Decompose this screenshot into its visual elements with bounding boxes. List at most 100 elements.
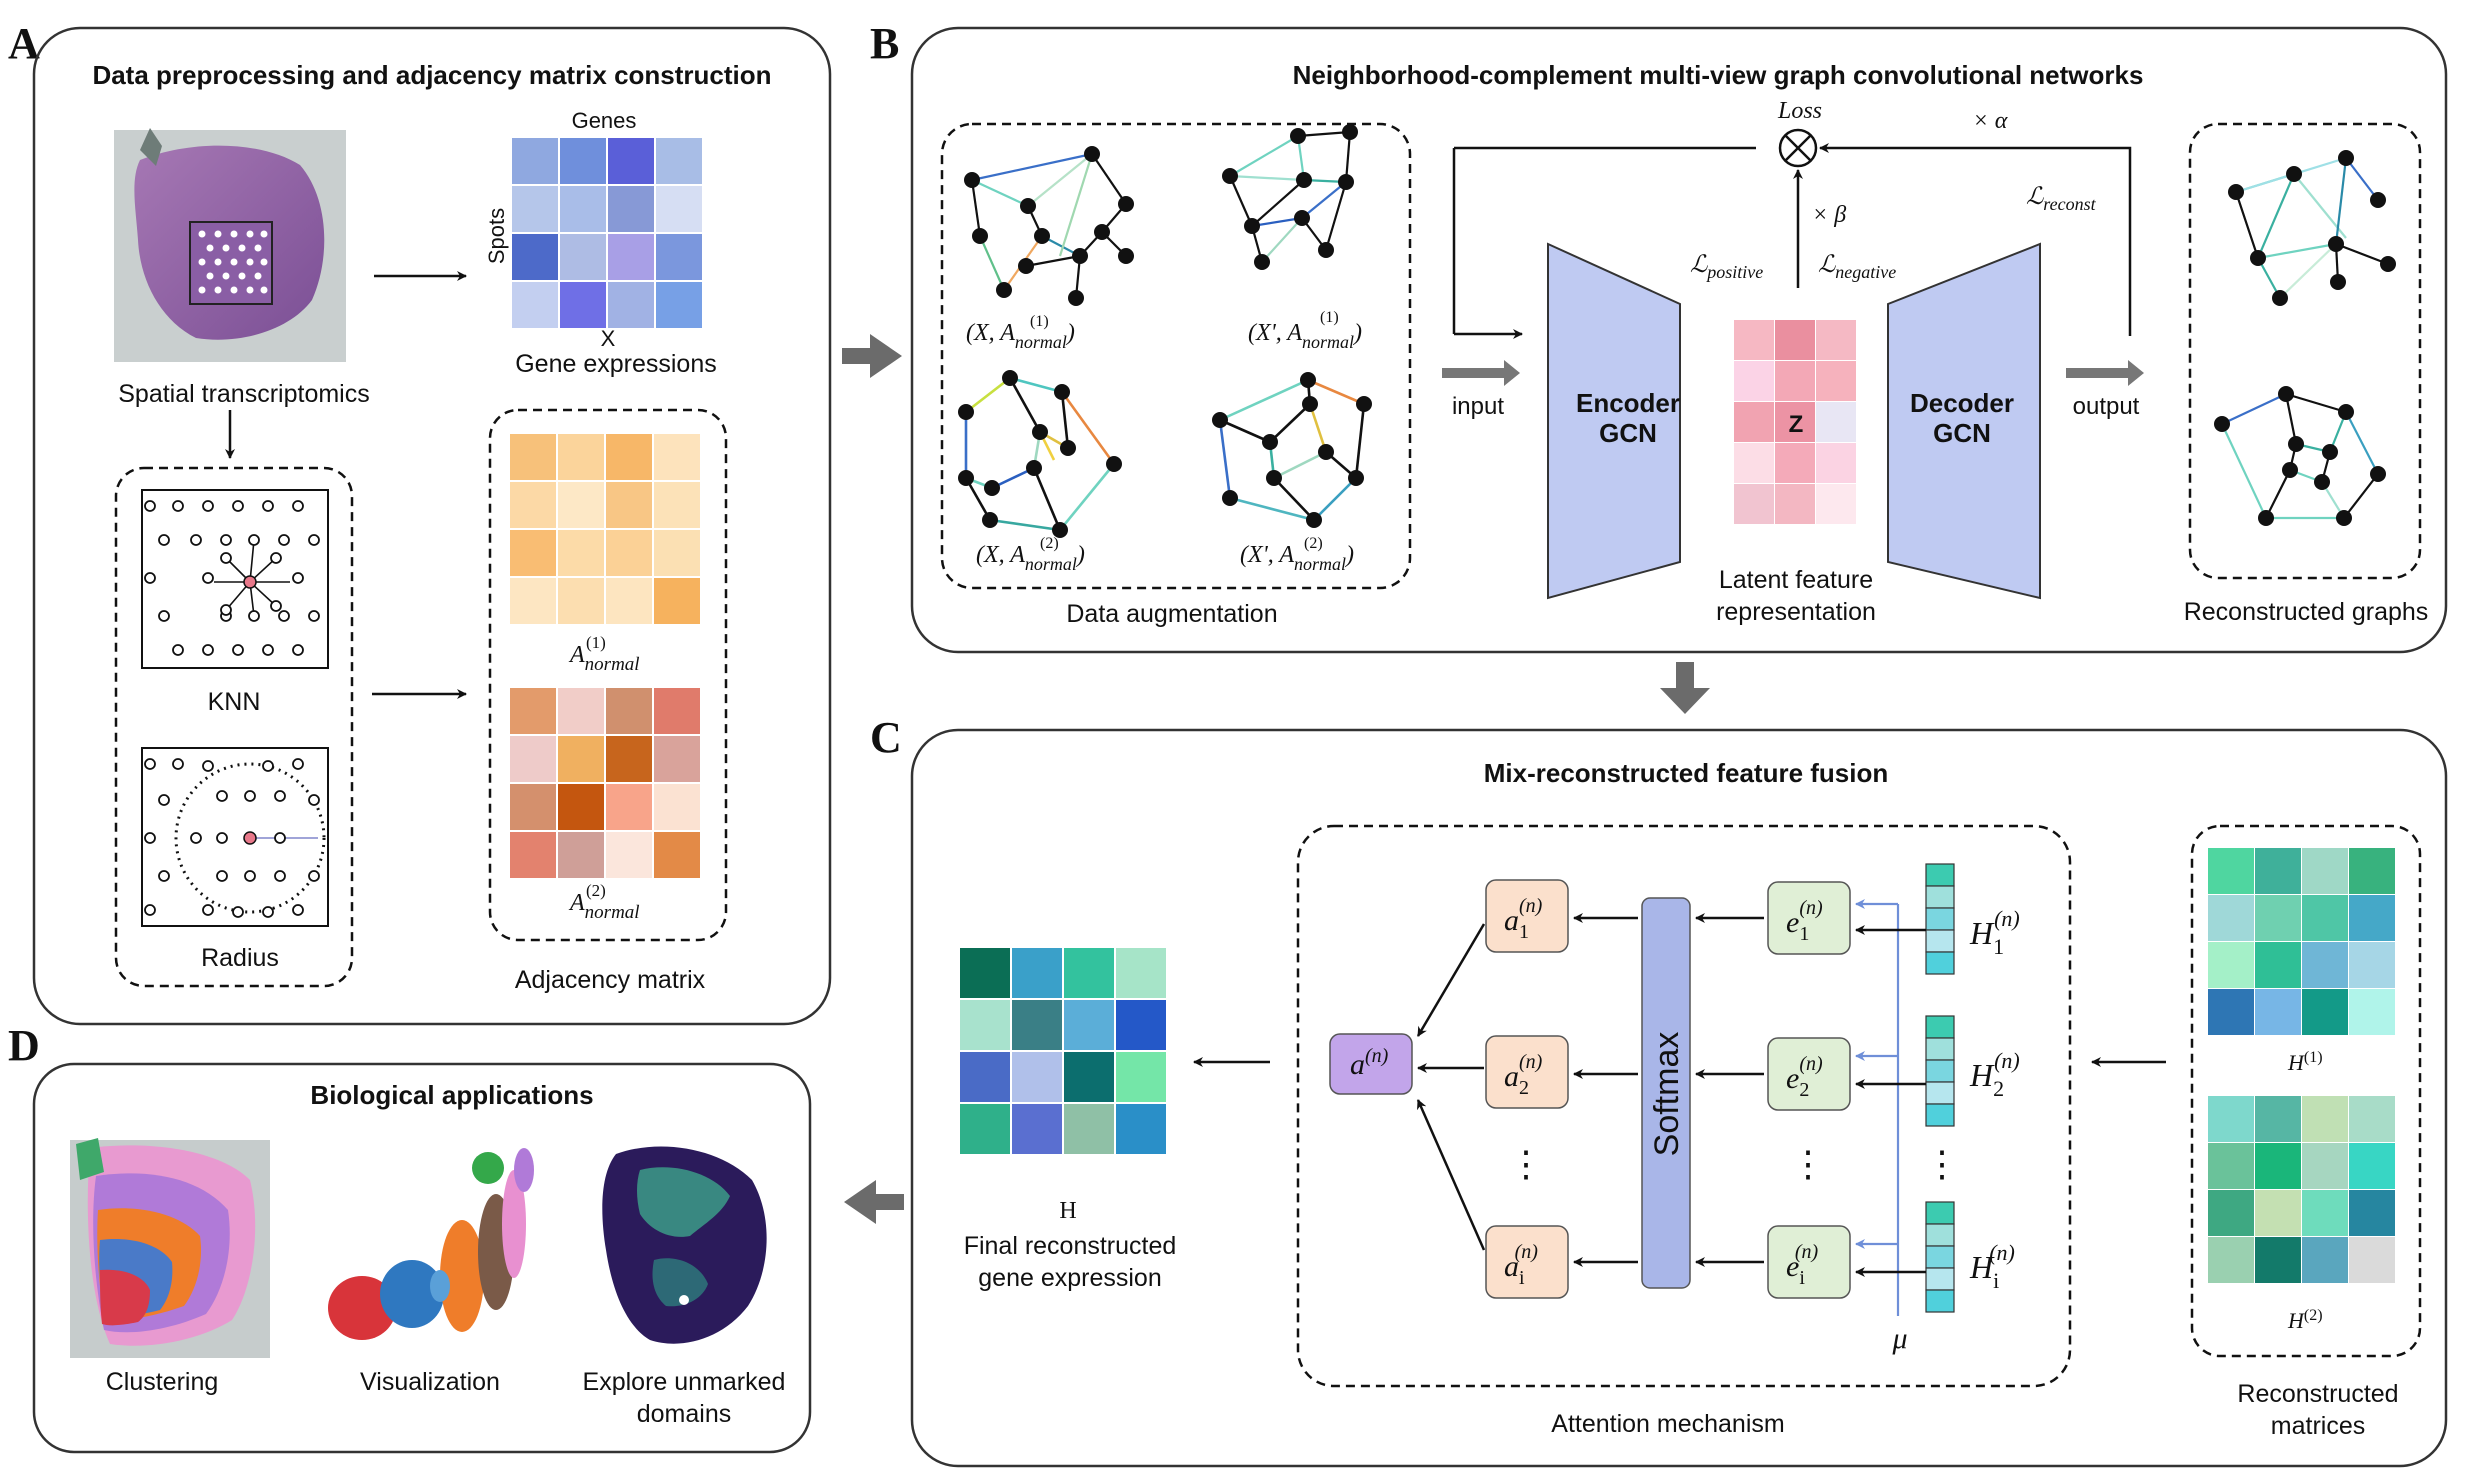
alpha-node-label: a(n) [1350,1045,1389,1081]
adj2-cell [606,736,652,782]
h-vector-cell [1925,1267,1955,1291]
latent-cell [1775,443,1815,483]
h-vector-cell [1925,929,1955,953]
final-cell [1012,948,1062,998]
h2-label: H(2) [2287,1307,2323,1333]
svg-text:Hi(n): Hi(n) [1969,1240,2015,1293]
e-node-2: e2(n) [1767,1037,1851,1111]
h-vector-cell [1925,1081,1955,1105]
svg-text:a1(n): a1(n) [1504,895,1543,943]
h-vector-cell [1925,1201,1955,1225]
z-label: Z [1789,411,1804,438]
a-node-i: ai(n) [1485,1225,1569,1299]
panel-c-title: Mix-reconstructed feature fusion [1484,758,1889,788]
final-label-2: gene expression [978,1264,1161,1292]
adjacency-matrix-1 [510,434,700,624]
l-reconst-label: ℒreconst [2026,184,2097,214]
augmentation-box [940,122,1412,590]
alpha-node [1329,1033,1413,1095]
h1-matrix [2208,848,2395,1035]
gene-cell [656,282,702,328]
gene-cell [512,186,558,232]
h2-cell [2302,1190,2348,1236]
encoder-label-1: Encoder [1576,388,1680,418]
h2-cell [2349,1237,2395,1283]
final-cell [1064,1000,1114,1050]
reconstructed-matrices-label-1: Reconstructed [2237,1380,2398,1408]
adj1-cell [606,530,652,576]
panel-b-title: Neighborhood-complement multi-view graph… [1293,60,2144,90]
gene-cell [656,138,702,184]
final-cell [1064,948,1114,998]
panel-d-letter: D [8,1021,40,1070]
h-node-2-label: H2(n) [1969,1048,2020,1101]
adj1-cell [510,530,556,576]
final-label-1: Final reconstructed [964,1232,1177,1260]
panel-a-title: Data preprocessing and adjacency matrix … [92,60,771,90]
panel-a-letter: A [8,19,40,68]
final-cell [960,1104,1010,1154]
h1-cell [2208,989,2254,1035]
arrow-ai-to-alpha [1416,1099,1486,1251]
latent-cell [1775,402,1815,442]
h2-cell [2302,1096,2348,1142]
explore-label-1: Explore unmarked [583,1368,786,1396]
svg-text:e1(n): e1(n) [1786,897,1823,945]
gene-cell [608,138,654,184]
adj2-cell [510,832,556,878]
adj1-cell [510,578,556,624]
h-vector-cell [1925,1059,1955,1083]
arrow-c-to-d [844,1180,904,1224]
latent-cell [1734,402,1774,442]
h-final-label: H [1059,1198,1076,1224]
a-node-2: a2(n) [1485,1035,1569,1109]
final-cell [960,948,1010,998]
graph-construction-box [114,466,354,988]
h1-cell [2349,942,2395,988]
h2-cell [2208,1237,2254,1283]
x-label: X [601,326,616,351]
h-vector-cell [1925,1037,1955,1061]
h1-cell [2302,942,2348,988]
h-vector-cell [1925,863,1955,887]
final-reconstructed-matrix [960,948,1166,1154]
decoder-label-1: Decoder [1910,388,2014,418]
h-vector-i [1925,1201,1955,1313]
latent-cell [1775,361,1815,401]
arrow-b-to-c [1660,662,1710,714]
final-cell [960,1000,1010,1050]
adj1-cell [654,434,700,480]
graph-view-4 [1212,372,1372,528]
adj2-cell [654,784,700,830]
spots-label: Spots [484,208,509,264]
attention-box [1296,824,2072,1388]
adj1-cell [606,434,652,480]
softmax-bar [1641,897,1691,1289]
adj1-cell [654,578,700,624]
adj2-cell [558,832,604,878]
h1-cell [2349,848,2395,894]
knn-label: KNN [208,688,261,716]
adjacency-matrix-2 [510,688,700,878]
panel-a-frame [32,26,832,1026]
mu-label: μ [1891,1322,1907,1355]
gene-cell [656,234,702,280]
beta-label: × β [1812,202,1846,228]
adj1-cell [558,482,604,528]
svg-text:ei(n): ei(n) [1786,1241,1819,1289]
alpha-label: × α [1973,108,2008,134]
gene-cell [560,186,606,232]
view4-label: (X', Anormal) [1240,542,1354,574]
h1-cell [2349,989,2395,1035]
graph-view-2 [1222,124,1358,270]
h2-cell [2302,1237,2348,1283]
gene-cell [512,282,558,328]
latent-cell [1775,320,1815,360]
adj1-cell [654,530,700,576]
gene-cell [512,234,558,280]
h2-cell [2255,1237,2301,1283]
h2-cell [2208,1096,2254,1142]
adj2-cell [654,736,700,782]
tissue-image [114,128,346,362]
